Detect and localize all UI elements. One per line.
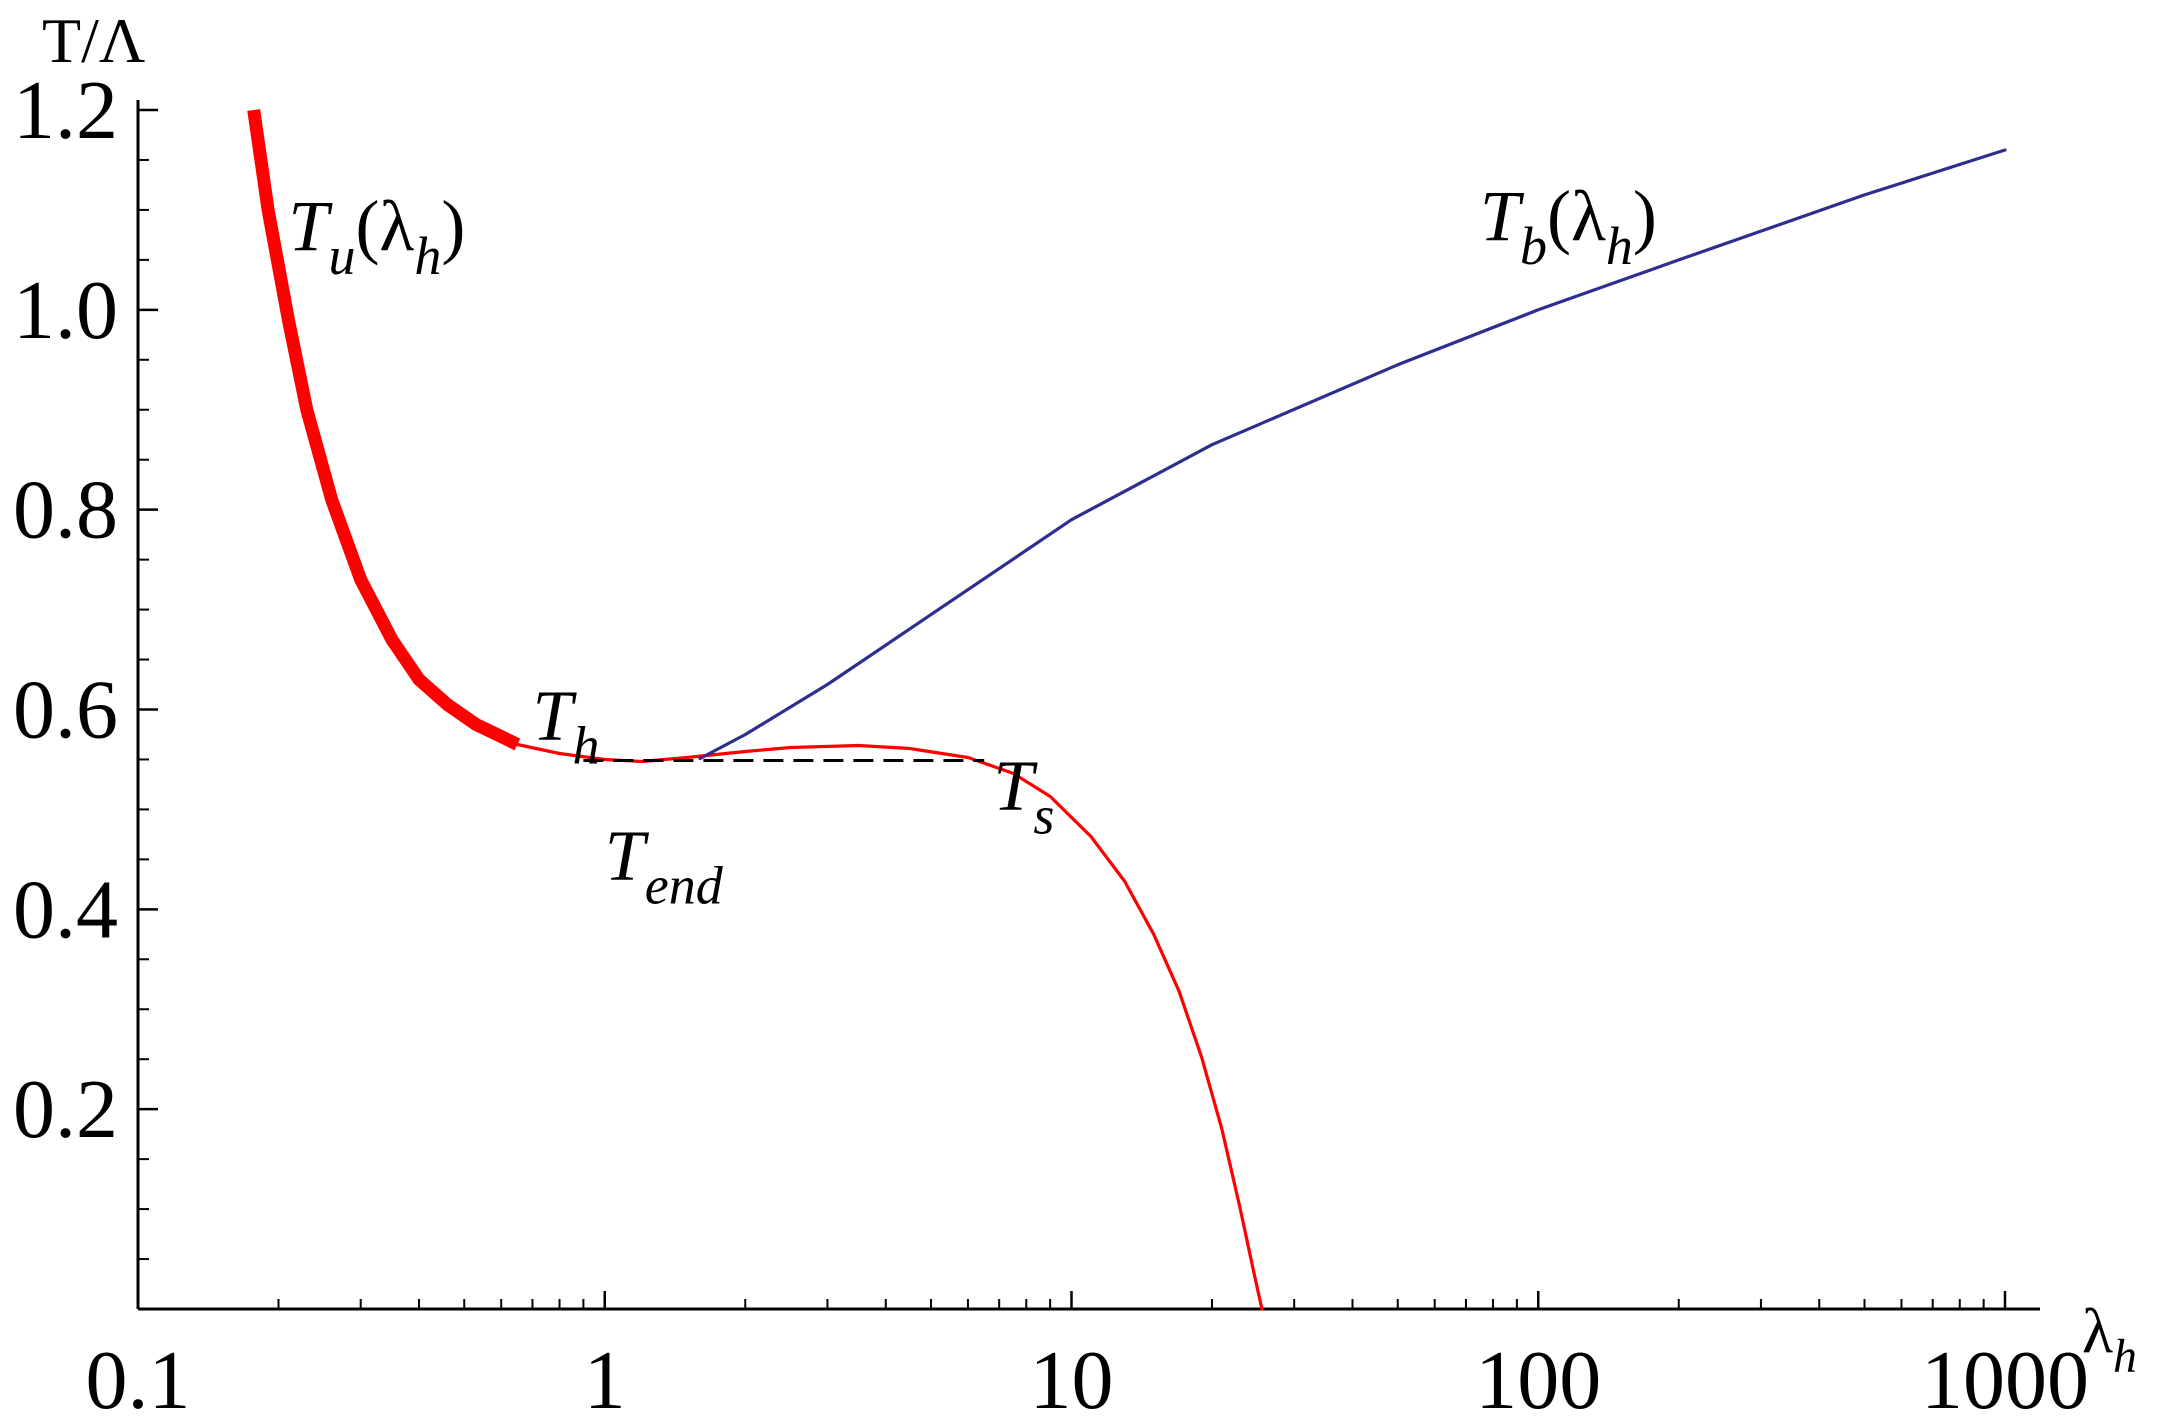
annotation-subscript: end [645, 855, 724, 915]
annotation-subscript2: h [1606, 216, 1633, 276]
series-Tu-thin [515, 742, 1264, 1311]
x-tick-label: 1000 [1921, 1334, 2089, 1424]
annotation-subscript2: h [414, 226, 441, 286]
annotation-subscript: u [328, 226, 355, 286]
x-axis-label-main: λ [2082, 1295, 2113, 1366]
annotation-tb: Tb(λh) [1480, 176, 1657, 276]
annotation-subscript: s [1033, 785, 1054, 845]
series-Tu-thick [247, 109, 521, 751]
series-group [247, 109, 2007, 1311]
series-Tb [698, 148, 2007, 761]
y-tick-label: 1.0 [13, 264, 118, 357]
annotation-main: T [532, 675, 577, 755]
annotation-tend: Tend [605, 815, 724, 915]
axes [136, 100, 2040, 1311]
annotation-tail: ) [1633, 176, 1657, 256]
annotation-main: T [993, 745, 1038, 825]
y-tick-label: 0.2 [13, 1063, 118, 1156]
annotation-th: Th [532, 675, 599, 775]
annotation-ts: Ts [993, 745, 1054, 845]
annotation-main: T [288, 186, 333, 266]
y-tick-label: 0.6 [13, 664, 118, 757]
x-tick-label: 10 [1030, 1334, 1114, 1424]
annotation-paren: (λ [355, 186, 414, 266]
annotation-tu: Tu(λh) [288, 186, 465, 286]
annotation-main: T [605, 815, 650, 895]
annotation-subscript: h [572, 715, 599, 775]
ticks: 0.1 1 10 100 1000 0.2 0.4 0.6 0.8 1.0 1.2 [13, 64, 2089, 1424]
annotation-tail: ) [441, 186, 465, 266]
axis-labels: T/Λλh [42, 5, 2137, 1383]
annotation-subscript: b [1520, 216, 1547, 276]
x-tick-label: 0.1 [86, 1334, 191, 1424]
y-tick-label: 0.8 [13, 464, 118, 557]
x-tick-label: 1 [584, 1334, 626, 1424]
y-axis-label: T/Λ [42, 5, 145, 76]
x-tick-label: 100 [1475, 1334, 1601, 1424]
annotation-paren: (λ [1547, 176, 1606, 256]
annotation-main: T [1480, 176, 1525, 256]
y-tick-label: 0.4 [13, 863, 118, 956]
y-tick-label: 1.2 [13, 64, 118, 157]
x-axis-label: λh [2082, 1295, 2137, 1383]
x-axis-label-subscript: h [2113, 1330, 2137, 1383]
